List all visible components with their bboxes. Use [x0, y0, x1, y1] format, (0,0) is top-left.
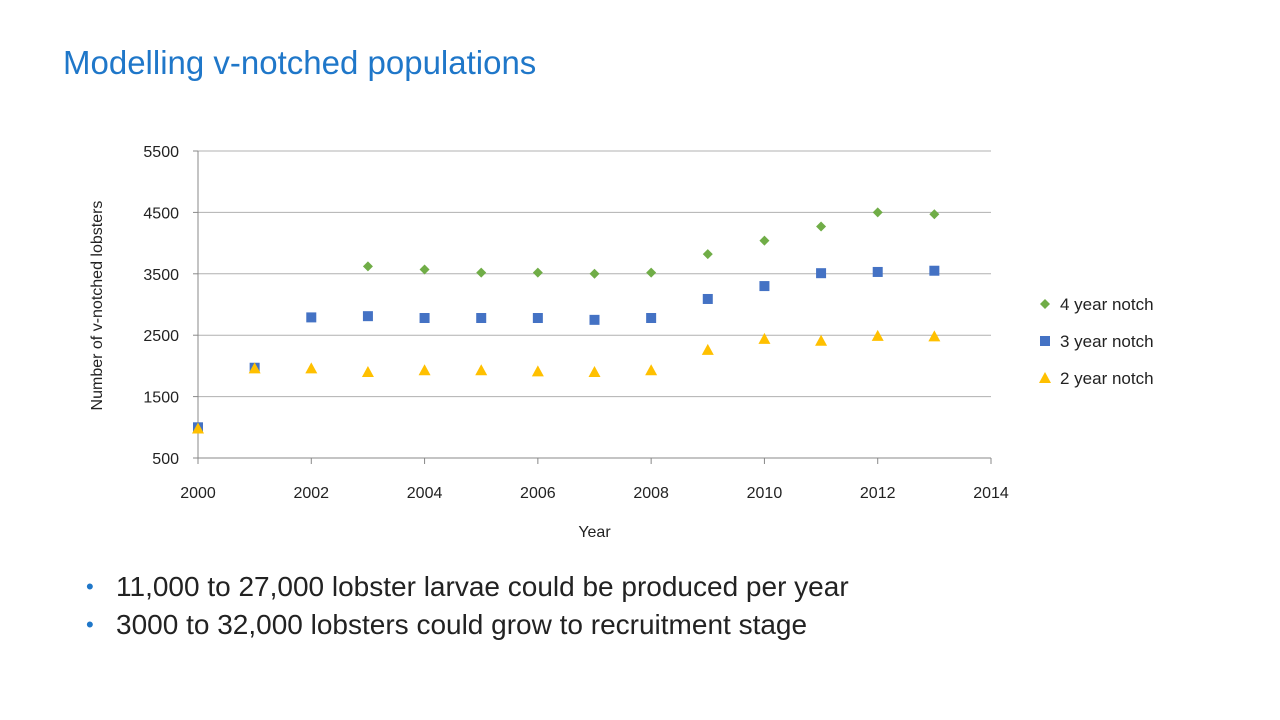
legend-label: 3 year notch	[1060, 332, 1154, 351]
data-point	[929, 209, 940, 220]
x-tick-label: 2014	[973, 485, 1009, 502]
y-axis-label: Number of v-notched lobsters	[89, 201, 106, 411]
bullet-dot: •	[86, 612, 94, 637]
x-tick-label: 2008	[633, 485, 669, 502]
x-tick-label: 2006	[520, 485, 556, 502]
data-point	[646, 313, 657, 324]
data-point	[248, 362, 261, 374]
data-point	[701, 343, 714, 355]
data-point	[815, 334, 828, 346]
tick-labels: 500 1500 2500 3500 4500 5500 2000 2002 2004 2006 2…	[143, 144, 1008, 502]
data-point	[192, 422, 204, 434]
slide-title: Modelling v-notched populations	[63, 44, 537, 81]
legend-marker	[1040, 336, 1050, 346]
data-point	[871, 329, 884, 341]
bullet-text: 3000 to 32,000 lobsters could grow to re…	[116, 609, 808, 640]
y-tick-label: 3500	[143, 267, 179, 284]
x-tick-label: 2010	[747, 485, 783, 502]
data-points	[192, 207, 941, 434]
data-point	[646, 267, 657, 278]
data-point	[305, 362, 318, 374]
data-point	[702, 249, 713, 260]
data-point	[362, 311, 373, 322]
series-triangle	[192, 329, 941, 434]
data-point	[702, 293, 713, 304]
data-point	[306, 312, 317, 323]
x-tick-label: 2002	[293, 485, 329, 502]
data-point	[589, 314, 600, 325]
data-point	[816, 221, 827, 232]
data-point	[759, 281, 770, 292]
axes	[193, 150, 992, 464]
legend-item: 4 year notch	[1040, 295, 1154, 314]
data-point	[532, 267, 543, 278]
series-diamond	[362, 207, 940, 279]
y-tick-label: 1500	[143, 390, 179, 407]
y-tick-label: 4500	[143, 205, 179, 222]
data-point	[928, 330, 941, 342]
legend-item: 2 year notch	[1039, 369, 1154, 388]
data-point	[531, 365, 544, 377]
x-tick-label: 2000	[180, 485, 216, 502]
bullet-text: 11,000 to 27,000 lobster larvae could be…	[116, 571, 849, 602]
y-tick-label: 500	[152, 451, 179, 468]
data-point	[475, 364, 488, 376]
data-point	[419, 264, 430, 275]
data-point	[929, 265, 940, 276]
data-point	[645, 364, 658, 376]
data-point	[816, 268, 827, 279]
data-point	[588, 366, 601, 378]
data-point	[758, 332, 771, 344]
data-point	[532, 313, 543, 324]
bullet-item: • 3000 to 32,000 lobsters could grow to …	[86, 606, 849, 644]
bullet-item: • 11,000 to 27,000 lobster larvae could …	[86, 568, 849, 606]
series-square	[193, 265, 940, 433]
legend-item: 3 year notch	[1040, 332, 1154, 351]
x-tick-label: 2004	[407, 485, 443, 502]
y-tick-label: 2500	[143, 328, 179, 345]
x-tick-label: 2012	[860, 485, 896, 502]
bullet-dot: •	[86, 574, 94, 599]
data-point	[872, 207, 883, 218]
legend-marker	[1039, 372, 1051, 383]
data-point	[759, 235, 770, 246]
data-point	[589, 268, 600, 279]
legend-marker	[1040, 299, 1050, 309]
bullet-list: • 11,000 to 27,000 lobster larvae could …	[86, 568, 849, 644]
data-point	[476, 267, 487, 278]
y-tick-label: 5500	[143, 144, 179, 161]
data-point	[418, 364, 431, 376]
legend-label: 2 year notch	[1060, 369, 1154, 388]
data-point	[476, 313, 487, 324]
legend: 4 year notch 3 year notch 2 year notch	[1039, 295, 1154, 388]
x-axis-label: Year	[578, 524, 611, 541]
legend-label: 4 year notch	[1060, 295, 1154, 314]
data-point	[361, 366, 374, 378]
data-point	[872, 266, 883, 277]
data-point	[419, 313, 430, 324]
data-point	[362, 261, 373, 272]
